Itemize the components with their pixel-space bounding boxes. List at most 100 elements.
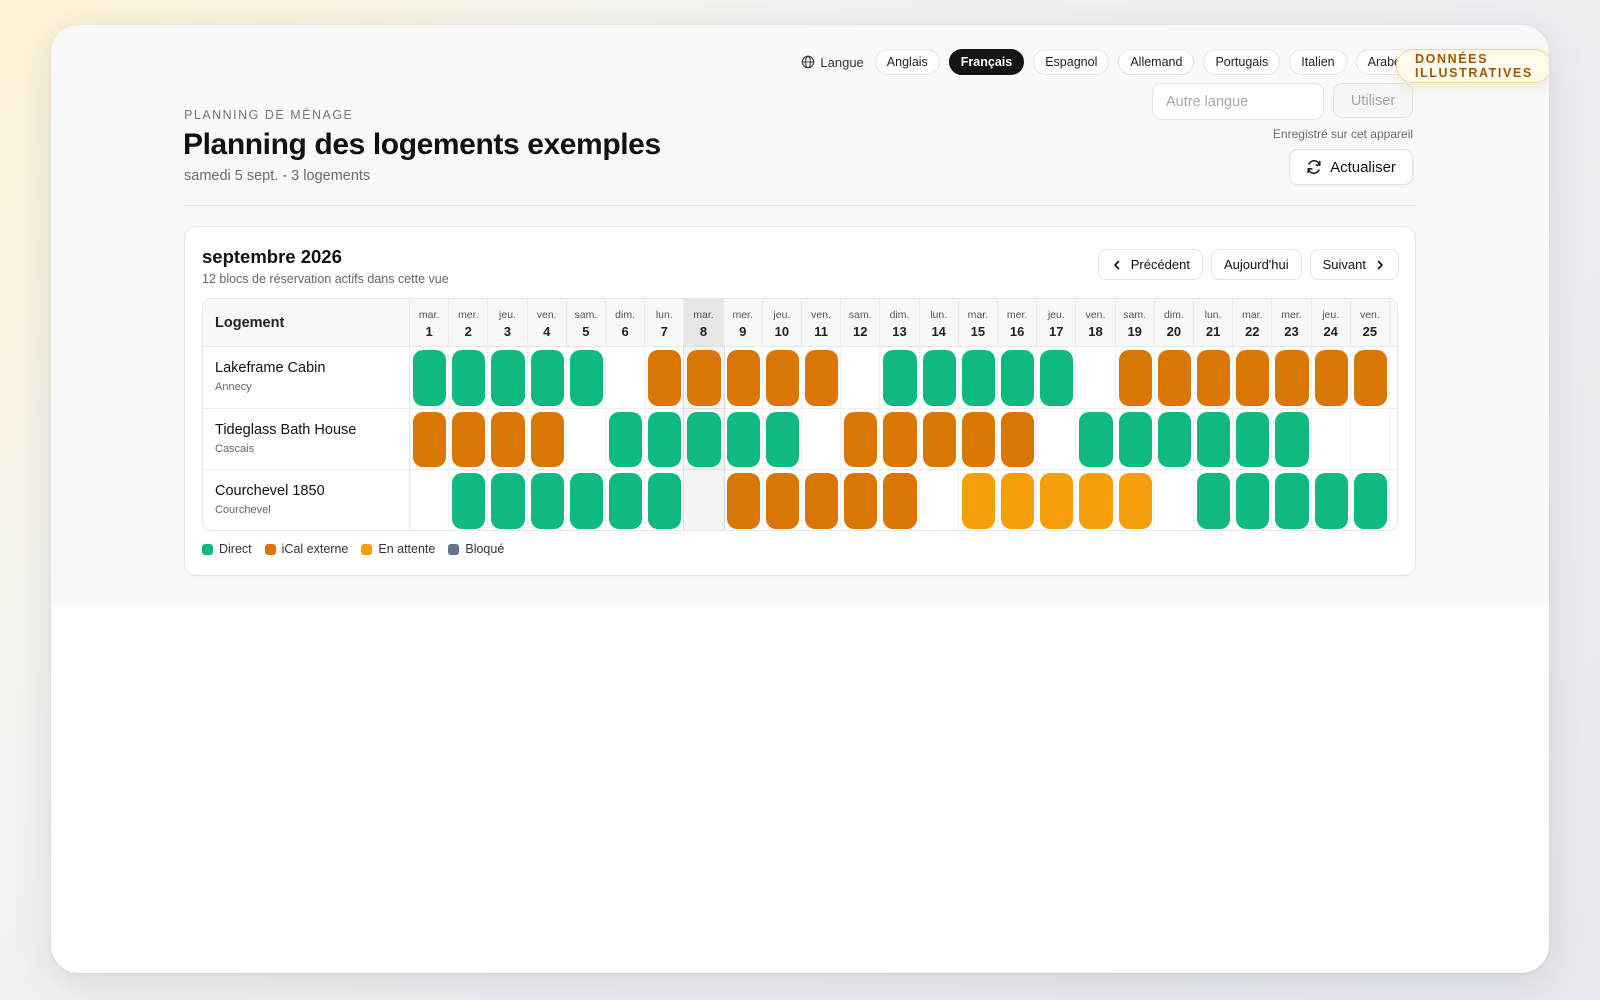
day-cell[interactable] bbox=[1116, 470, 1155, 530]
booking-block-direct[interactable] bbox=[1236, 473, 1270, 530]
booking-block-ical[interactable] bbox=[805, 473, 839, 530]
booking-block-ical[interactable] bbox=[844, 411, 878, 468]
property-label[interactable]: Courchevel 1850 Courchevel bbox=[203, 470, 410, 530]
booking-block-ical[interactable] bbox=[765, 473, 799, 530]
booking-block-direct[interactable] bbox=[1314, 473, 1348, 530]
day-cell[interactable] bbox=[645, 347, 685, 409]
day-cell[interactable] bbox=[1155, 470, 1194, 530]
booking-block-direct[interactable] bbox=[1118, 411, 1152, 468]
day-cell[interactable] bbox=[606, 408, 646, 471]
booking-block-ical[interactable] bbox=[1314, 350, 1348, 406]
day-cell[interactable] bbox=[1312, 408, 1351, 471]
language-option[interactable]: Anglais bbox=[874, 49, 940, 75]
day-cell[interactable] bbox=[1037, 470, 1077, 530]
custom-language-input[interactable] bbox=[1152, 83, 1324, 120]
day-cell[interactable] bbox=[802, 347, 842, 409]
booking-block-direct[interactable] bbox=[648, 473, 682, 530]
day-cell[interactable] bbox=[683, 469, 725, 530]
day-cell[interactable] bbox=[606, 347, 646, 409]
day-cell[interactable] bbox=[1076, 408, 1116, 471]
booking-block-direct[interactable] bbox=[883, 350, 917, 406]
language-option[interactable]: Espagnol bbox=[1033, 49, 1110, 75]
day-cell[interactable] bbox=[1116, 347, 1155, 409]
next-button[interactable]: Suivant bbox=[1309, 249, 1399, 280]
booking-block-direct[interactable] bbox=[1353, 473, 1387, 530]
booking-block-direct[interactable] bbox=[726, 411, 760, 468]
booking-block-direct[interactable] bbox=[1197, 473, 1231, 530]
booking-block-direct[interactable] bbox=[569, 473, 603, 530]
day-cell[interactable] bbox=[488, 347, 528, 409]
booking-block-direct[interactable] bbox=[687, 411, 721, 468]
day-cell[interactable] bbox=[920, 408, 959, 471]
day-cell[interactable] bbox=[880, 470, 920, 530]
day-cell[interactable] bbox=[1194, 347, 1234, 409]
booking-block-ical[interactable] bbox=[413, 411, 447, 468]
day-cell[interactable] bbox=[645, 470, 685, 530]
day-cell[interactable] bbox=[528, 408, 567, 471]
day-cell[interactable] bbox=[1233, 347, 1273, 409]
booking-block-direct[interactable] bbox=[1275, 473, 1309, 530]
day-cell[interactable] bbox=[1312, 347, 1351, 409]
booking-block-direct[interactable] bbox=[530, 473, 564, 530]
day-cell[interactable] bbox=[724, 470, 763, 530]
booking-block-pending[interactable] bbox=[1079, 473, 1113, 530]
day-cell[interactable] bbox=[763, 408, 802, 471]
booking-block-direct[interactable] bbox=[922, 350, 956, 406]
booking-block-ical[interactable] bbox=[1353, 350, 1387, 406]
day-cell[interactable] bbox=[1312, 470, 1351, 530]
day-cell[interactable] bbox=[841, 470, 881, 530]
day-cell[interactable] bbox=[449, 347, 489, 409]
booking-block-pending[interactable] bbox=[1118, 473, 1152, 530]
booking-block-direct[interactable] bbox=[491, 350, 525, 406]
day-cell[interactable] bbox=[1155, 408, 1194, 471]
booking-block-ical[interactable] bbox=[491, 411, 525, 468]
booking-block-ical[interactable] bbox=[687, 350, 721, 406]
day-cell[interactable] bbox=[802, 408, 842, 471]
day-cell[interactable] bbox=[880, 347, 920, 409]
booking-block-direct[interactable] bbox=[1001, 350, 1035, 406]
booking-block-direct[interactable] bbox=[961, 350, 995, 406]
day-cell[interactable] bbox=[998, 347, 1038, 409]
day-cell[interactable] bbox=[683, 346, 725, 410]
booking-block-pending[interactable] bbox=[961, 473, 995, 530]
day-cell[interactable] bbox=[1351, 470, 1390, 530]
refresh-button[interactable]: Actualiser bbox=[1289, 149, 1413, 185]
booking-block-direct[interactable] bbox=[452, 473, 486, 530]
day-cell[interactable] bbox=[683, 407, 725, 472]
day-cell[interactable] bbox=[920, 470, 959, 530]
booking-block-ical[interactable] bbox=[883, 473, 917, 530]
day-cell[interactable] bbox=[567, 347, 606, 409]
booking-block-direct[interactable] bbox=[1197, 411, 1231, 468]
use-language-button[interactable]: Utiliser bbox=[1333, 83, 1413, 118]
day-cell[interactable] bbox=[1233, 470, 1273, 530]
booking-block-ical[interactable] bbox=[726, 473, 760, 530]
day-cell[interactable] bbox=[488, 470, 528, 530]
day-cell[interactable] bbox=[410, 470, 450, 530]
booking-block-direct[interactable] bbox=[648, 411, 682, 468]
previous-button[interactable]: Précédent bbox=[1097, 249, 1203, 280]
booking-block-ical[interactable] bbox=[922, 411, 956, 468]
day-cell[interactable] bbox=[920, 347, 959, 409]
booking-block-direct[interactable] bbox=[569, 350, 603, 406]
language-option[interactable]: Français bbox=[948, 49, 1025, 75]
booking-block-ical[interactable] bbox=[844, 473, 878, 530]
day-cell[interactable] bbox=[959, 347, 998, 409]
language-option[interactable]: Italien bbox=[1289, 49, 1347, 75]
booking-block-ical[interactable] bbox=[452, 411, 486, 468]
booking-block-direct[interactable] bbox=[413, 350, 447, 406]
booking-block-ical[interactable] bbox=[1236, 350, 1270, 406]
day-cell[interactable] bbox=[959, 408, 998, 471]
day-cell[interactable] bbox=[1233, 408, 1273, 471]
day-cell[interactable] bbox=[724, 408, 763, 471]
day-cell[interactable] bbox=[528, 347, 567, 409]
day-cell[interactable] bbox=[998, 470, 1038, 530]
booking-block-ical[interactable] bbox=[1157, 350, 1191, 406]
language-option[interactable]: Portugais bbox=[1203, 49, 1281, 75]
day-cell[interactable] bbox=[724, 347, 763, 409]
booking-block-direct[interactable] bbox=[1236, 411, 1270, 468]
day-cell[interactable] bbox=[1155, 347, 1194, 409]
day-cell[interactable] bbox=[763, 470, 802, 530]
booking-block-direct[interactable] bbox=[1275, 411, 1309, 468]
booking-block-ical[interactable] bbox=[961, 411, 995, 468]
booking-block-direct[interactable] bbox=[491, 473, 525, 530]
